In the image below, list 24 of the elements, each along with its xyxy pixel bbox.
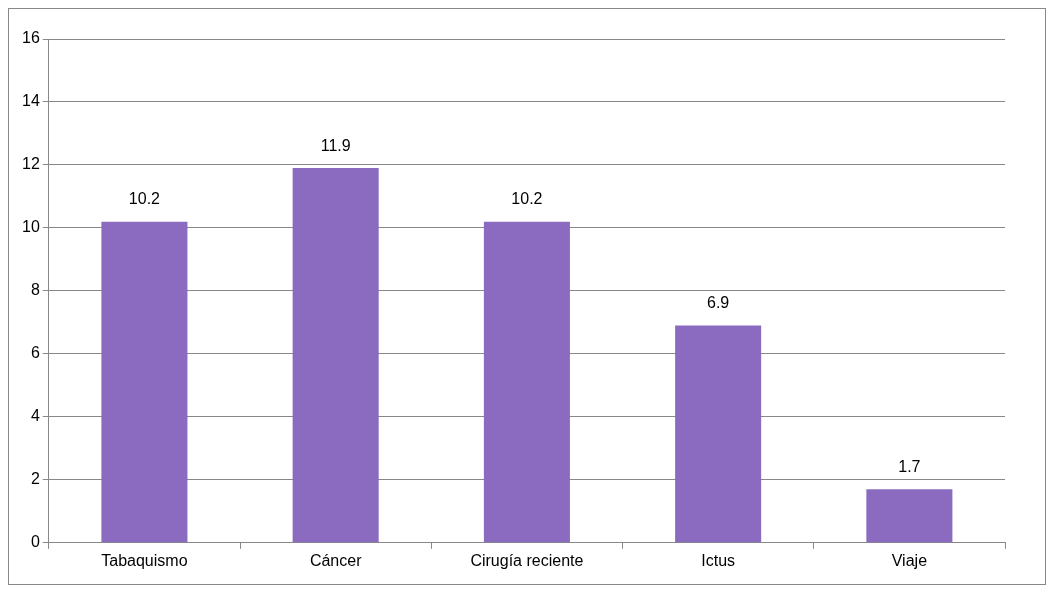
data-label: 11.9 bbox=[320, 136, 351, 154]
x-tick-label: Cirugía reciente bbox=[470, 551, 584, 569]
bar bbox=[866, 489, 953, 543]
bar bbox=[675, 325, 762, 543]
bar bbox=[483, 221, 570, 543]
x-tick-label: Viaje bbox=[891, 551, 928, 569]
data-label: 10.2 bbox=[128, 190, 161, 208]
data-label: 10.2 bbox=[511, 190, 543, 208]
data-label: 1.7 bbox=[898, 457, 921, 475]
y-tick-label: 14 bbox=[22, 92, 40, 110]
y-tick-label: 2 bbox=[30, 470, 40, 488]
bar bbox=[292, 168, 379, 543]
y-tick-label: 0 bbox=[30, 533, 40, 551]
y-tick-label: 4 bbox=[30, 407, 40, 425]
x-tick-label: Tabaquismo bbox=[101, 551, 188, 569]
x-tick-label: Ictus bbox=[701, 551, 736, 569]
y-tick-label: 16 bbox=[22, 29, 40, 47]
y-tick-label: 12 bbox=[22, 155, 40, 173]
y-tick-label: 10 bbox=[22, 218, 40, 236]
y-tick-label: 6 bbox=[30, 344, 40, 362]
x-tick-label: Cáncer bbox=[309, 551, 363, 569]
y-tick-label: 8 bbox=[30, 281, 40, 299]
bar bbox=[101, 221, 188, 543]
data-label: 6.9 bbox=[707, 293, 730, 311]
